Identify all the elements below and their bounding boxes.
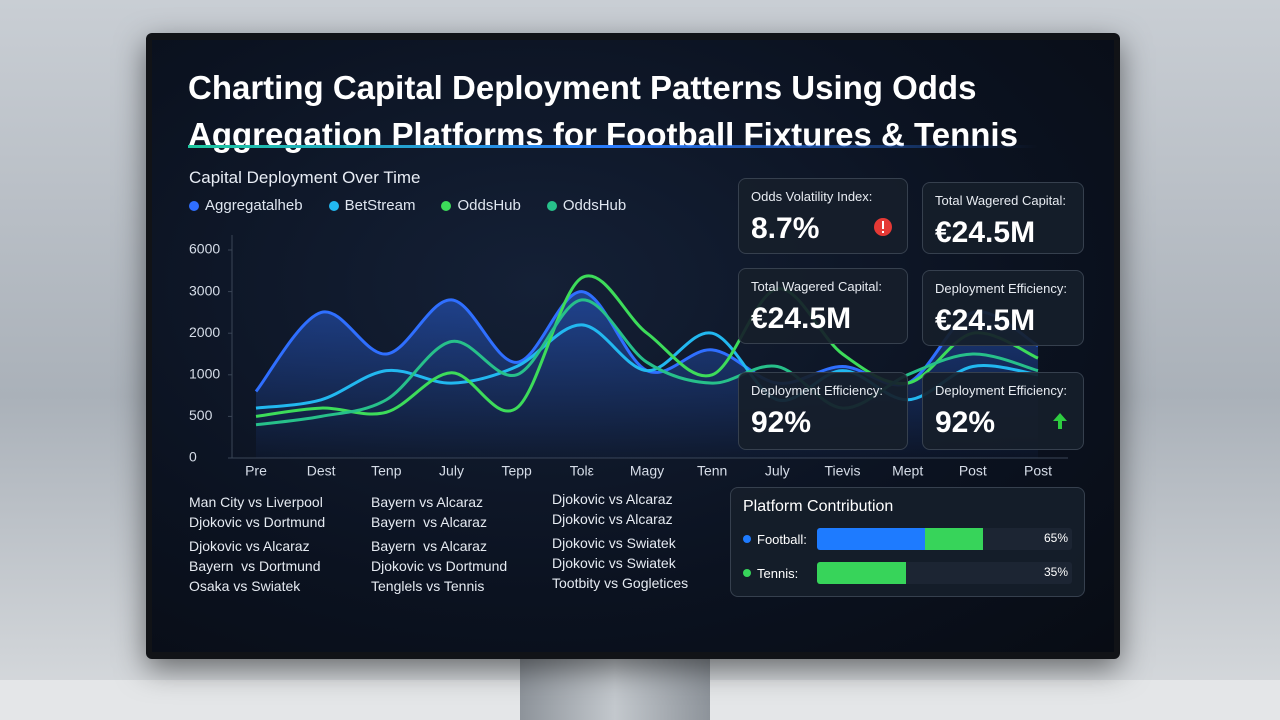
- kpi-card: Total Wagered Capital: €24.5M: [922, 182, 1084, 254]
- fixture-column: Bayern vs Alcaraz Bayern vs Alcaraz Bayern…: [371, 495, 507, 599]
- fixture: Man City vs Liverpool: [189, 494, 323, 510]
- dashboard-title: Charting Capital Deployment Patterns Usi…: [188, 69, 1018, 153]
- kpi-value: 92%: [751, 406, 812, 439]
- chart-title: Capital Deployment Over Time: [189, 168, 421, 187]
- kpi-label: Deployment Efficiency:: [935, 383, 1067, 398]
- fixture: Bayern vs Dortmund: [189, 558, 321, 574]
- legend: Aggregatalheb BetStream OddsHub OddsHub: [189, 197, 626, 214]
- fixture: Tenglels vs Tennis: [371, 578, 485, 594]
- x-tick-label: Mept: [892, 463, 923, 479]
- legend-label: OddsHub: [457, 197, 521, 214]
- bar-track: 65%: [817, 528, 1072, 550]
- legend-item: Aggregatalheb: [189, 197, 303, 214]
- legend-swatch: [441, 200, 452, 211]
- fixture: Tootbity vs Gogletices: [552, 575, 689, 591]
- legend-label: BetStream: [344, 197, 416, 214]
- legend-swatch: [546, 200, 557, 211]
- fixture-column: Man City vs Liverpool Djokovic vs Dortmun…: [189, 495, 325, 599]
- y-tick-label: 3000: [189, 282, 220, 298]
- fixture: Djokovic vs Alcaraz: [189, 538, 310, 554]
- kpi-card: Deployment Efficiency: €24.5M: [922, 270, 1084, 346]
- fixture: Djokovic vs Alcaraz: [552, 511, 673, 527]
- bar-value-label: 65%: [1043, 531, 1068, 545]
- x-tick-label: July: [439, 463, 464, 479]
- legend-label: OddsHub: [562, 197, 627, 214]
- platform-label: Football:: [757, 531, 807, 547]
- x-tick-label: July: [765, 463, 790, 479]
- legend-swatch: [189, 200, 199, 211]
- fixture: Osaka vs Swiatek: [189, 578, 301, 594]
- kpi-card: Deployment Efficiency: 92%: [922, 372, 1084, 450]
- bar-track: 35%: [817, 562, 1072, 584]
- platform-row: Football: 65%: [743, 528, 1072, 550]
- platform-row: Tennis: 35%: [743, 562, 1072, 584]
- legend-label: Aggregatalheb: [205, 197, 303, 214]
- legend-swatch: [328, 200, 339, 211]
- kpi-card: Deployment Efficiency: 92%: [738, 372, 908, 450]
- kpi-icon: [1051, 411, 1069, 436]
- fixture: Djokovic vs Swiatek: [552, 535, 676, 551]
- fixture: Djokovic vs Dortmund: [189, 514, 326, 530]
- fixture: Djokovic vs Swiatek: [552, 555, 676, 571]
- bar-value-label: 35%: [1043, 565, 1068, 579]
- x-tick-label: Post: [1024, 463, 1052, 479]
- x-tick-label: Magy: [630, 463, 664, 479]
- kpi-value: €24.5M: [935, 216, 1036, 249]
- fixture-column: Djokovic vs Alcaraz Djokovic vs Alcaraz Dj…: [552, 492, 688, 596]
- kpi-label: Deployment Efficiency:: [935, 281, 1067, 296]
- kpi-label: Total Wagered Capital:: [751, 279, 883, 294]
- fixture: Djokovic vs Alcaraz: [552, 491, 673, 507]
- y-tick-label: 0: [189, 449, 197, 465]
- x-tick-label: Tievis: [824, 463, 860, 479]
- kpi-value: €24.5M: [935, 304, 1036, 337]
- kpi-value: 92%: [935, 406, 996, 439]
- platform-label: Tennis:: [757, 565, 799, 581]
- x-tick-label: Dest: [307, 463, 336, 479]
- kpi-card: Total Wagered Capital: €24.5M: [738, 268, 908, 344]
- fixture: Bayern vs Alcaraz: [371, 538, 487, 554]
- bar: [817, 562, 907, 584]
- legend-item: OddsHub: [441, 197, 521, 214]
- y-tick-label: 6000: [189, 241, 220, 257]
- y-tick-label: 500: [189, 407, 213, 423]
- up-arrow-icon: [1053, 413, 1067, 429]
- legend-item: BetStream: [328, 197, 416, 214]
- fixture: Djokovic vs Dortmund: [371, 558, 508, 574]
- x-tick-label: Tolε: [570, 463, 594, 479]
- kpi-card: Odds Volatility Index: 8.7%: [738, 178, 908, 254]
- platform-swatch: [743, 535, 751, 543]
- kpi-value: €24.5M: [751, 302, 852, 335]
- panel-title: Platform Contribution: [743, 498, 894, 515]
- platform-panel: Platform Contribution Football: 65% Tennis…: [730, 487, 1085, 597]
- kpi-label: Total Wagered Capital:: [935, 193, 1067, 208]
- title-underline: [188, 145, 1038, 148]
- monitor-stand: [520, 655, 710, 720]
- x-tick-label: Pre: [245, 463, 267, 479]
- fixture: Bayern vs Alcaraz: [371, 494, 484, 510]
- fixture: Bayern vs Alcaraz: [371, 514, 487, 530]
- x-tick-label: Tenp: [371, 463, 402, 479]
- alert-icon: [874, 218, 892, 236]
- y-tick-label: 2000: [189, 324, 220, 340]
- kpi-value: 8.7%: [751, 212, 820, 245]
- kpi-label: Deployment Efficiency:: [751, 383, 883, 398]
- y-tick-label: 1000: [189, 366, 220, 382]
- kpi-label: Odds Volatility Index:: [751, 189, 873, 204]
- bar: [817, 528, 983, 550]
- x-tick-label: Tepp: [501, 463, 532, 479]
- x-tick-label: Post: [959, 463, 987, 479]
- x-tick-label: Tenn: [697, 463, 727, 479]
- platform-swatch: [743, 569, 751, 577]
- kpi-icon: [873, 217, 893, 242]
- legend-item: OddsHub: [546, 197, 627, 214]
